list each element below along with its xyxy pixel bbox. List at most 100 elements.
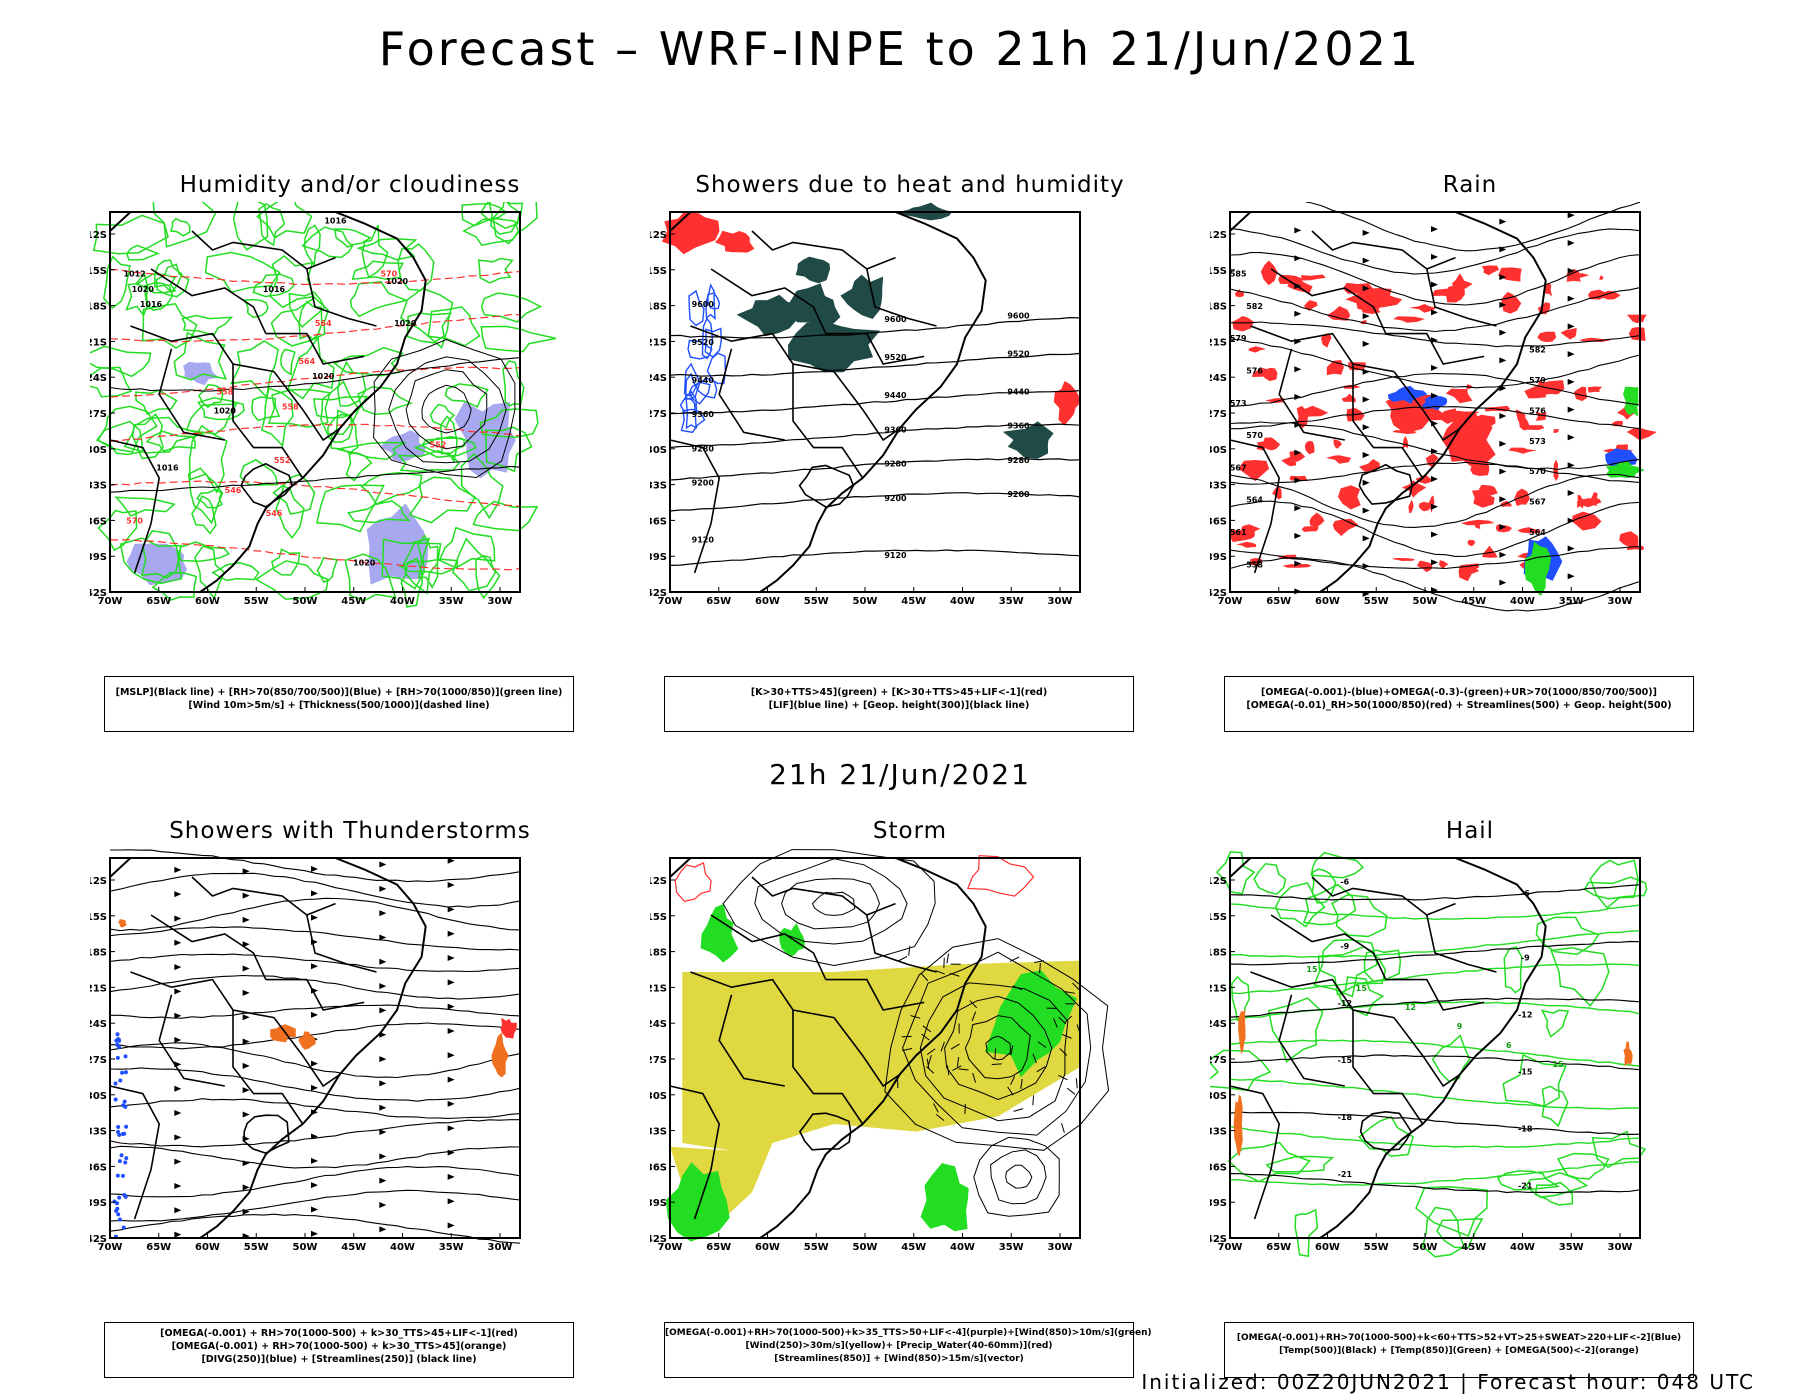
region-outline [1359,1110,1413,1151]
streamline-850 [811,891,856,916]
lon-tick-label: 55W [804,1242,829,1253]
omega-red [1241,524,1261,536]
lat-tick-label: 24S [650,1019,667,1030]
contour-label: 576 [1246,367,1263,376]
rh-contour [152,202,217,248]
streamline-arrow [1567,351,1575,358]
streamline-arrow [1499,274,1507,281]
wind-vector [1009,956,1020,962]
lat-tick-label: 18S [1210,948,1227,959]
streamline-arrow [447,882,455,889]
wind-vector [920,972,929,982]
lat-tick-label: 18S [650,948,667,959]
lon-tick-label: 45W [1461,1242,1486,1253]
contour-label: 582 [1246,302,1263,311]
rh-contour [1503,946,1523,994]
rh-contour [102,255,131,310]
country-border [158,348,225,441]
lat-tick-label: 42S [650,1234,667,1245]
rh-contour [1331,894,1388,938]
lat-tick-label: 27S [90,1055,107,1066]
lat-tick-label: 24S [1210,373,1227,384]
contour-label: 576 [1529,406,1546,415]
contour-label: 9360 [1007,422,1030,431]
map-frame [669,211,1081,593]
omega-orange [1623,1041,1633,1067]
streamline-arrow [311,1230,318,1237]
lat-tick-label: 33S [650,481,667,492]
streamline-arrow [311,866,318,873]
streamline-arrow [1431,531,1438,538]
rh-contour [406,312,453,344]
thickness-line [109,480,521,508]
streamline [110,1004,521,1019]
streamline-arrow [447,857,455,864]
omega-red [1252,367,1278,377]
streamline-arrow [1567,517,1575,524]
divg-blue [121,1103,126,1108]
rh-contour [169,217,191,237]
omega-red [1576,494,1584,509]
region-outline [240,462,294,508]
omega-red [1626,427,1657,441]
rh-contour [251,396,281,422]
country-border [265,978,365,1011]
lon-tick-label: 55W [1364,596,1389,607]
country-border [669,1085,721,1220]
lat-tick-label: 21S [650,983,667,994]
wind-vector [1037,1041,1047,1048]
rh-contour [90,366,133,398]
streamline-arrow [447,1173,455,1180]
streamline-arrow [1431,559,1438,566]
rh-contour [1294,1209,1319,1258]
legend-line: [OMEGA(-0.01)_RH>50(1000/850)(red) + Str… [1246,700,1672,711]
streamline-arrow [1567,212,1575,219]
temp850-line [1229,1126,1641,1149]
streamline-arrow [242,1184,250,1191]
panel-rain: Rain 585 582 579 576 573 570 567 564 561 558 582 57… [1210,172,1730,732]
streamline-arrow [447,1125,455,1132]
streamline-arrow [174,988,182,995]
rh-contour [413,437,477,458]
streamline-arrow [242,916,250,923]
streamline-arrow [447,955,455,962]
ks-green-fill [736,294,804,337]
jet-yellow [670,960,1080,1223]
rh-contour [397,450,460,473]
lon-tick-label: 35W [1559,596,1584,607]
omega-red [1236,541,1257,548]
contour-label: 1012 [123,270,145,279]
omega-red [1517,527,1541,534]
lat-tick-label: 39S [90,1198,107,1209]
lat-tick-label: 15S [650,912,667,923]
rh-contour [271,548,301,576]
lat-tick-label: 42S [1210,588,1227,599]
panel-humidity: Humidity and/or cloudiness 1016 1012 1016 1… [90,172,610,732]
map-hail: -6 -6 -9 -9 -12 -12 -15 -15 -18 -18 -21 -21 15 15 12 9 6… [1210,851,1648,1258]
contour-label: 9120 [884,551,907,560]
wind-vector [1059,1048,1068,1056]
region-outline [243,1114,290,1154]
streamline-arrow [1499,329,1507,336]
country-border [232,364,304,479]
divg-blue [117,1132,122,1137]
isobar [109,357,521,392]
omega-red [1281,456,1297,467]
streamline-arrow [174,915,182,922]
lon-tick-label: 65W [1266,1242,1291,1253]
lon-tick-label: 55W [804,596,829,607]
lon-tick-label: 60W [195,1242,220,1253]
streamline-arrow [1499,579,1507,586]
panel-hail: Hail -6 -6 -9 -9 -12 -12 -15 -15 -18 -18 -21 -21 15 1… [1210,818,1730,1378]
lon-tick-label: 50W [293,596,318,607]
temp850-line [1229,1078,1640,1110]
streamline-arrow [379,1056,387,1063]
streamline-arrow [174,1012,182,1019]
lat-tick-label: 18S [90,302,107,313]
rh-contour [479,408,539,438]
lon-tick-label: 65W [706,1242,731,1253]
streamline-arrow [447,1198,455,1205]
rh-contour [312,395,369,419]
omega-red [1402,436,1408,449]
omega-red [1256,441,1271,451]
